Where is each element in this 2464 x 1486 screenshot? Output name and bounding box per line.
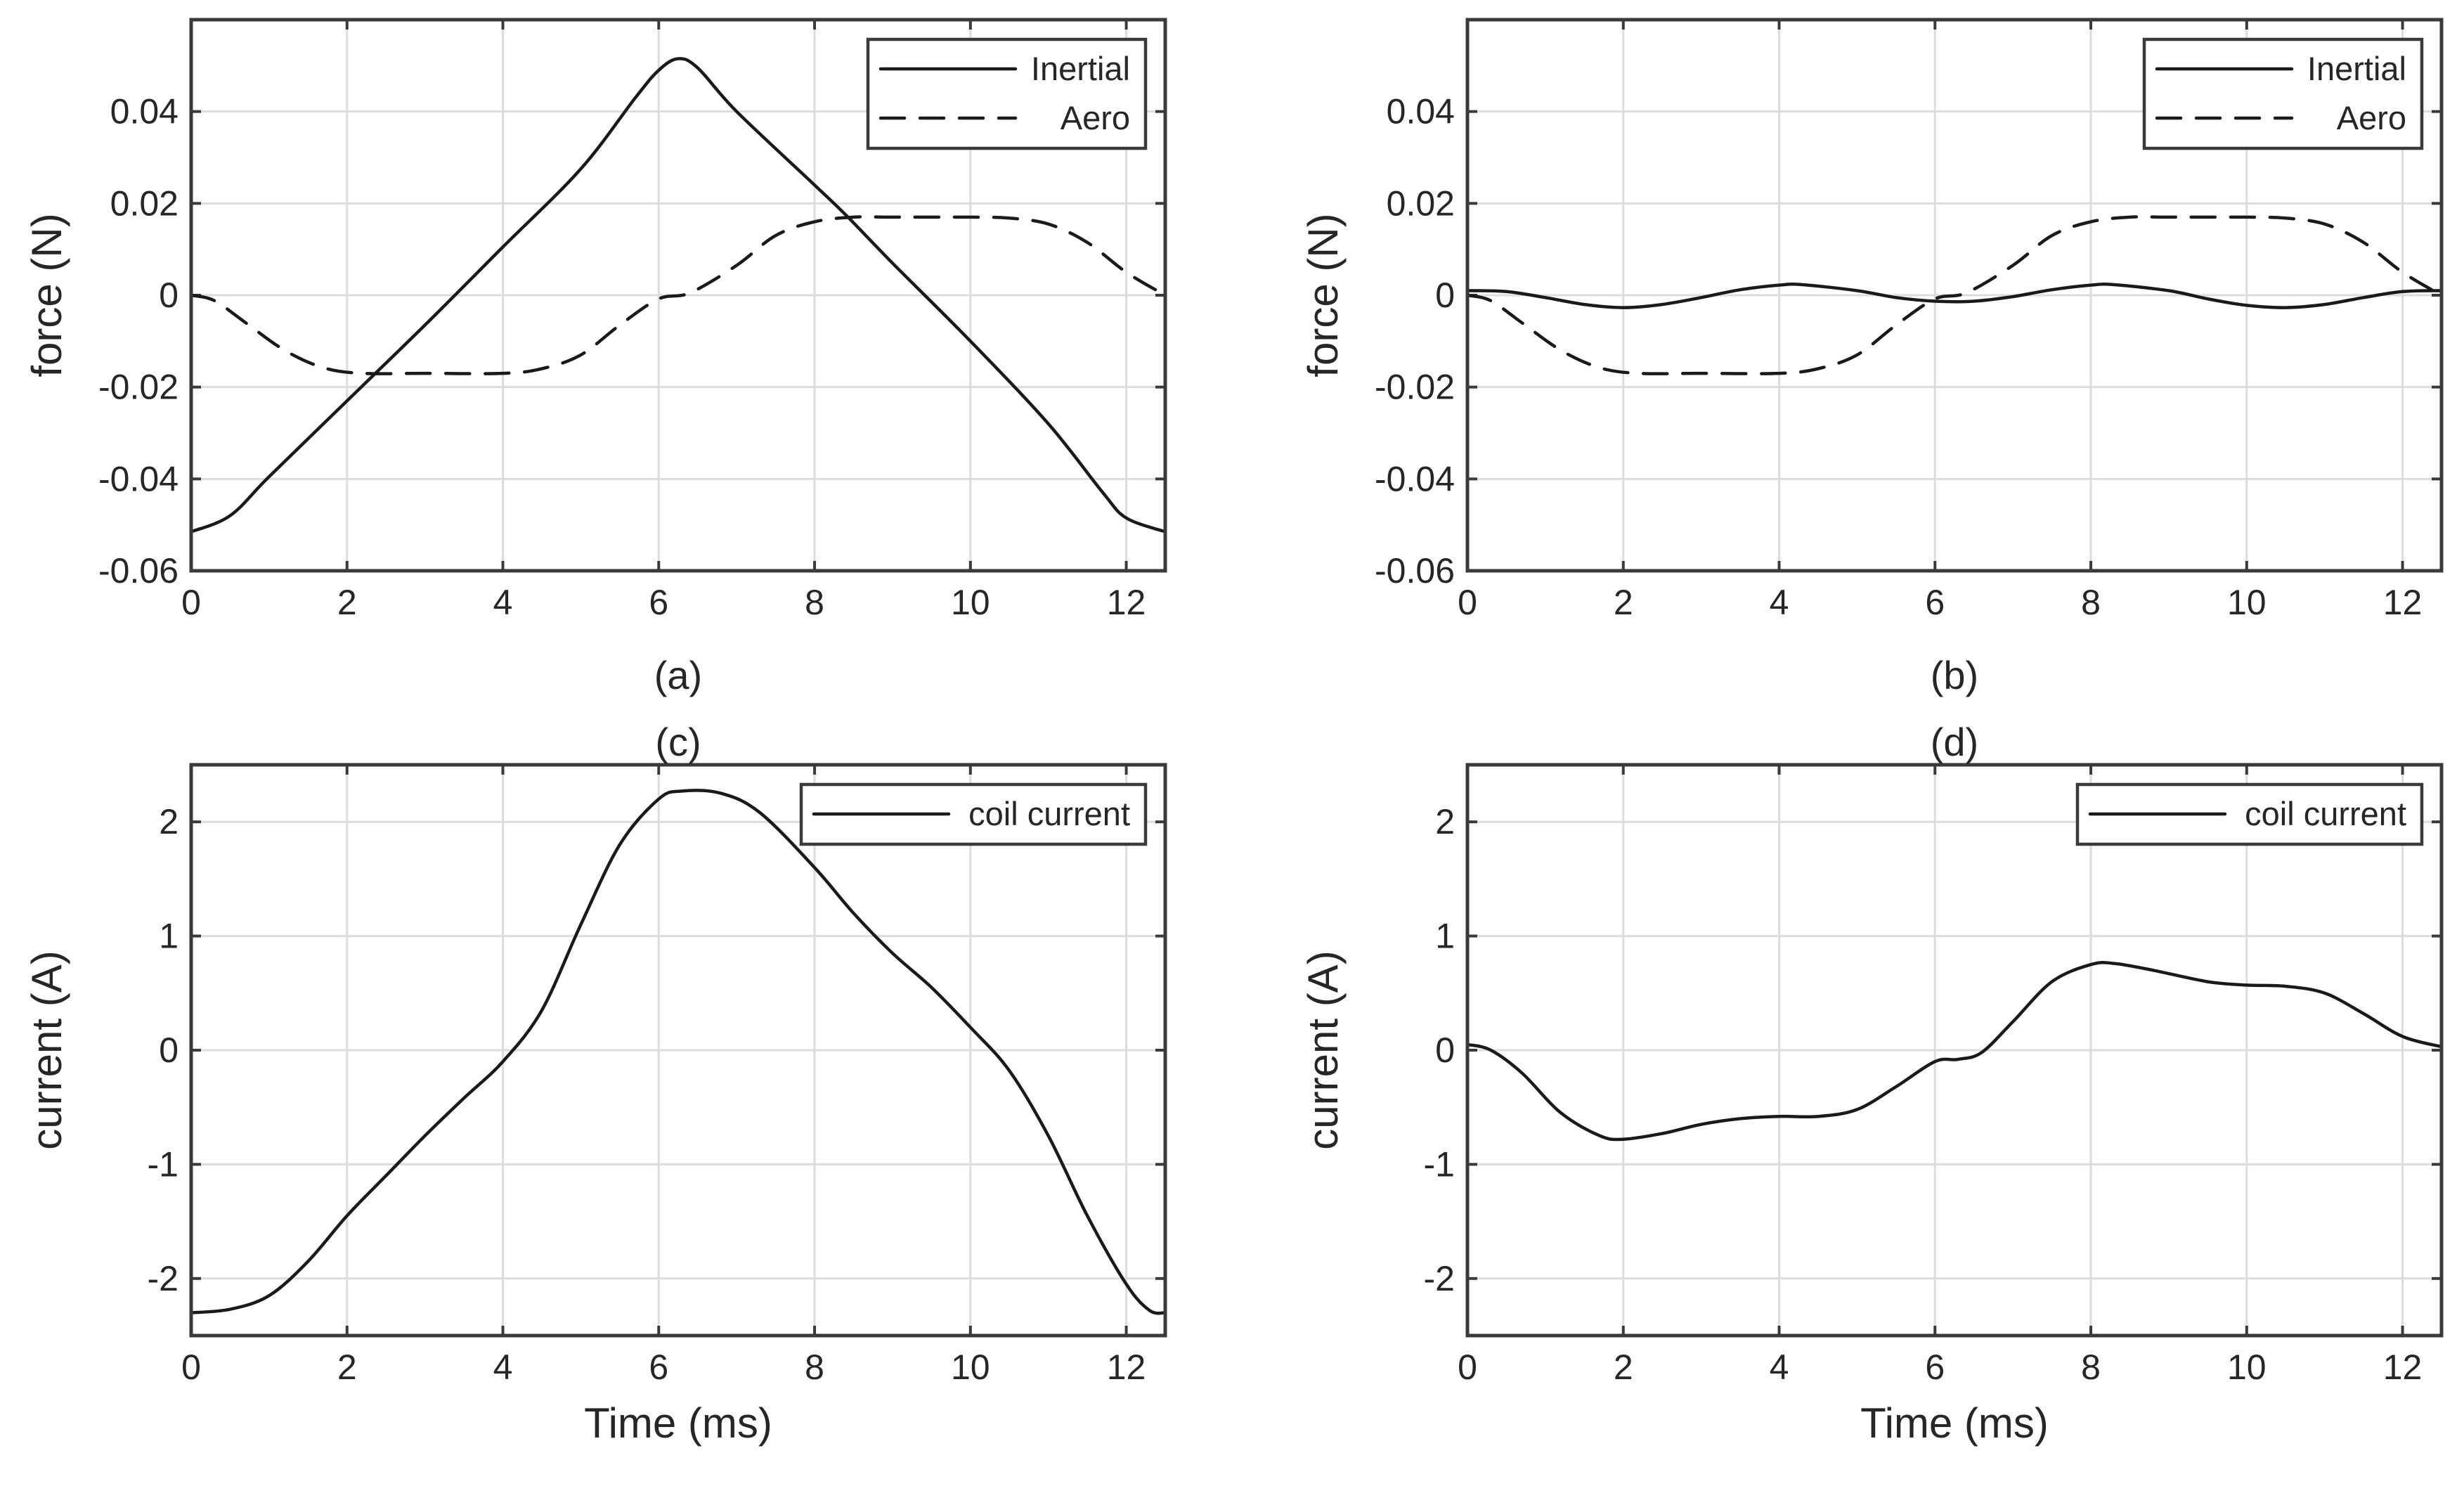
axes-frame <box>1465 18 2444 573</box>
x-tick-label: 0 <box>181 1348 201 1387</box>
y-tick-label: 0.02 <box>110 183 179 223</box>
x-tick-label: 10 <box>2227 1348 2267 1387</box>
y-tick-label: -2 <box>148 1259 179 1298</box>
y-tick-label: -0.06 <box>98 551 179 590</box>
x-tick-label: 12 <box>1107 1348 1146 1387</box>
x-tick-label: 0 <box>1458 1348 1477 1387</box>
x-tick-label: 2 <box>337 583 357 622</box>
y-tick-label: 2 <box>159 802 179 841</box>
series-line-inertial <box>189 57 1167 534</box>
legend-box <box>799 782 1148 846</box>
x-tick-label: 2 <box>1614 583 1633 622</box>
legend-label: Aero <box>1061 99 1130 136</box>
y-tick-label: 1 <box>1435 917 1455 956</box>
x-axis-label: Time (ms) <box>1860 1400 2049 1447</box>
legend: Inertial Aero <box>866 37 1148 150</box>
x-tick-label: 12 <box>2383 583 2423 622</box>
y-tick-label: -2 <box>1424 1259 1455 1298</box>
legend-label: Inertial <box>2307 50 2406 87</box>
x-tick-label: 4 <box>493 1348 513 1387</box>
x-tick-label: 8 <box>805 1348 824 1387</box>
x-tick-label: 0 <box>1458 583 1477 622</box>
x-tick-label: 8 <box>805 583 824 622</box>
legend-label: coil current <box>968 795 1130 832</box>
x-tick-label: 10 <box>951 1348 990 1387</box>
x-tick-label: 10 <box>951 583 990 622</box>
x-tick-label: 12 <box>2383 1348 2423 1387</box>
series-line-coil-current <box>189 789 1167 1315</box>
y-tick-label: 0 <box>1435 276 1455 315</box>
x-tick-label: 2 <box>1614 1348 1633 1387</box>
panel-caption: (b) <box>1931 653 1978 697</box>
x-tick-label: 12 <box>1107 583 1146 622</box>
y-tick-label: 0.02 <box>1387 183 1455 223</box>
y-tick-label: -1 <box>148 1144 179 1184</box>
x-tick-label: 4 <box>1770 1348 1789 1387</box>
axes-frame <box>1465 763 2444 1338</box>
x-tick-label: 6 <box>649 1348 668 1387</box>
legend: Inertial Aero <box>2142 37 2424 150</box>
y-axis-label: current (A) <box>1299 950 1347 1149</box>
legend: coil current <box>799 782 1148 846</box>
x-tick-label: 4 <box>493 583 513 622</box>
legend-label: Inertial <box>1031 50 1130 87</box>
series-line-aero <box>189 215 1167 375</box>
x-tick-label: 10 <box>2227 583 2267 622</box>
y-tick-label: 0 <box>159 276 179 315</box>
chart-panel-0: 0 2 4 6 8 10 12 -0.06 -0.04 -0.02 0 0.02 0.04 Inertia… <box>23 18 1167 697</box>
x-tick-label: 6 <box>1925 583 1945 622</box>
legend-label: Aero <box>2337 99 2406 136</box>
y-axis-label: force (N) <box>1299 213 1347 377</box>
y-tick-label: 0 <box>1435 1030 1455 1070</box>
x-tick-label: 6 <box>649 583 668 622</box>
y-tick-label: -0.04 <box>98 459 179 498</box>
x-tick-label: 8 <box>2081 1348 2101 1387</box>
panel-caption: (c) <box>655 720 701 764</box>
legend-box <box>866 37 1148 150</box>
series-line-aero <box>1465 215 2444 375</box>
chart-panel-1: 0 2 4 6 8 10 12 -0.06 -0.04 -0.02 0 0.02 0.04 Inertia… <box>1299 18 2444 697</box>
legend-label: coil current <box>2245 795 2406 832</box>
x-tick-label: 4 <box>1770 583 1789 622</box>
x-tick-label: 0 <box>181 583 201 622</box>
axes-frame <box>189 18 1167 573</box>
panel-caption: (d) <box>1931 720 1978 764</box>
y-tick-label: -0.06 <box>1375 551 1455 590</box>
series-line-inertial <box>1465 283 2444 309</box>
y-tick-label: -0.02 <box>1375 368 1455 407</box>
x-axis-label: Time (ms) <box>584 1400 772 1447</box>
y-tick-label: -0.02 <box>98 368 179 407</box>
y-tick-label: 0 <box>159 1030 179 1070</box>
y-tick-label: 2 <box>1435 802 1455 841</box>
x-tick-label: 8 <box>2081 583 2101 622</box>
y-tick-label: -1 <box>1424 1144 1455 1184</box>
series-line-coil-current <box>1465 961 2444 1142</box>
y-tick-label: 0.04 <box>1387 92 1455 131</box>
x-tick-label: 6 <box>1925 1348 1945 1387</box>
y-axis-label: force (N) <box>23 213 70 377</box>
x-tick-label: 2 <box>337 1348 357 1387</box>
y-tick-label: -0.04 <box>1375 459 1455 498</box>
y-axis-label: current (A) <box>23 950 70 1149</box>
panel-caption: (a) <box>654 653 702 697</box>
y-tick-label: 0.04 <box>110 92 179 131</box>
legend: coil current <box>2075 782 2424 846</box>
legend-box <box>2142 37 2424 150</box>
y-tick-label: 1 <box>159 917 179 956</box>
axes-frame <box>189 763 1167 1338</box>
